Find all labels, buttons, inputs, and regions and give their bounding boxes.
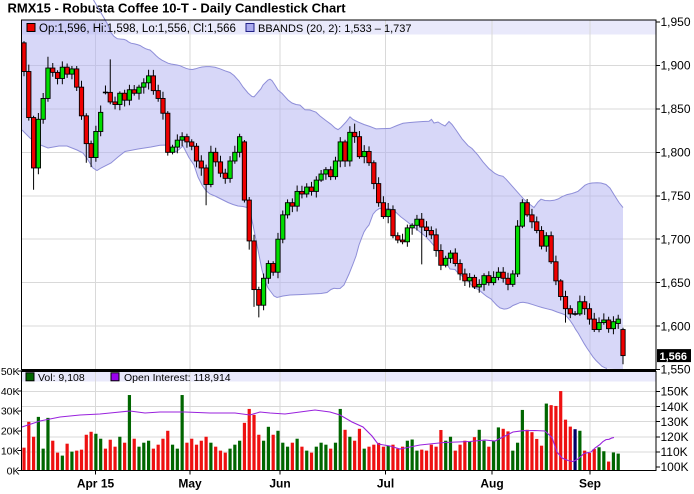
svg-text:RMX15 - Robusta Coffee 10-T -: RMX15 - Robusta Coffee 10-T - Daily Cand… (8, 1, 347, 16)
svg-text:1,550: 1,550 (661, 363, 691, 377)
svg-text:Sep: Sep (579, 477, 601, 491)
svg-text:Op:1,596, Hi:1,598, Lo:1,556,: Op:1,596, Hi:1,598, Lo:1,556, Cl:1,566 (39, 23, 236, 35)
svg-text:140K: 140K (661, 400, 689, 414)
svg-text:130K: 130K (661, 415, 689, 429)
svg-text:BBANDS (20, 2): 1,533 – 1,737: BBANDS (20, 2): 1,533 – 1,737 (258, 23, 411, 35)
svg-text:Aug: Aug (480, 477, 503, 491)
svg-text:0K: 0K (7, 465, 20, 477)
svg-text:110K: 110K (661, 445, 688, 459)
svg-text:20K: 20K (1, 426, 20, 438)
svg-text:1,700: 1,700 (661, 232, 691, 246)
svg-text:50K: 50K (1, 366, 20, 378)
svg-text:10K: 10K (1, 445, 20, 457)
svg-text:150K: 150K (661, 385, 689, 399)
svg-text:Apr 15: Apr 15 (77, 477, 115, 491)
svg-text:40K: 40K (1, 386, 20, 398)
svg-text:1,850: 1,850 (661, 102, 691, 116)
svg-text:Open Interest: 118,914: Open Interest: 118,914 (124, 372, 231, 384)
svg-text:1,566: 1,566 (660, 351, 688, 363)
svg-text:100K: 100K (661, 460, 689, 474)
svg-text:1,650: 1,650 (661, 276, 691, 290)
svg-text:1,800: 1,800 (661, 146, 691, 160)
svg-text:Vol: 9,108: Vol: 9,108 (38, 372, 85, 384)
svg-text:Jul: Jul (377, 477, 394, 491)
svg-text:1,900: 1,900 (661, 59, 691, 73)
svg-text:Jun: Jun (269, 477, 290, 491)
svg-text:1,600: 1,600 (661, 319, 691, 333)
svg-text:May: May (178, 477, 202, 491)
svg-text:1,950: 1,950 (661, 15, 691, 29)
svg-text:30K: 30K (1, 406, 20, 418)
svg-text:120K: 120K (661, 430, 689, 444)
svg-text:1,750: 1,750 (661, 189, 691, 203)
